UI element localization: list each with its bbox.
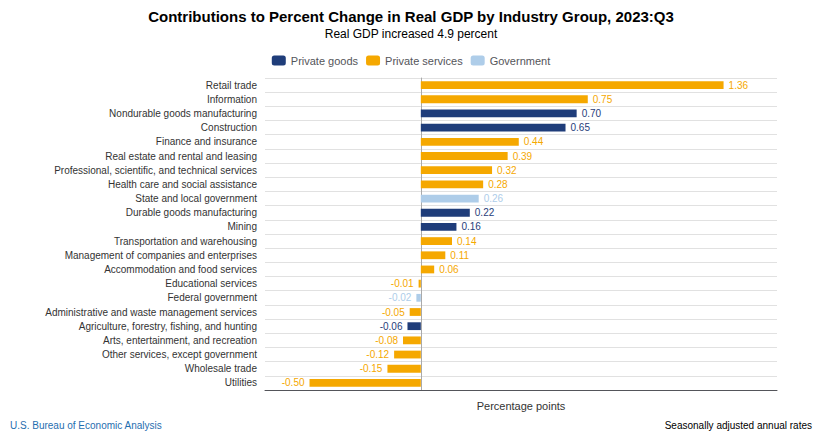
svg-text:Durable goods manufacturing: Durable goods manufacturing — [126, 207, 257, 218]
svg-text:0.65: 0.65 — [571, 122, 591, 133]
svg-text:-0.05: -0.05 — [382, 307, 405, 318]
svg-text:Real estate and rental and lea: Real estate and rental and leasing — [105, 151, 257, 162]
svg-text:-0.08: -0.08 — [375, 335, 398, 346]
svg-text:-0.50: -0.50 — [282, 377, 305, 388]
svg-text:Nondurable goods manufacturing: Nondurable goods manufacturing — [109, 108, 257, 119]
svg-text:Finance and insurance: Finance and insurance — [156, 136, 258, 147]
svg-text:Professional, scientific, and: Professional, scientific, and technical … — [54, 165, 257, 176]
svg-text:Contributions to Percent Chang: Contributions to Percent Change in Real … — [148, 8, 674, 25]
svg-text:0.14: 0.14 — [457, 236, 477, 247]
svg-text:Percentage points: Percentage points — [477, 400, 566, 412]
svg-text:1.36: 1.36 — [729, 80, 749, 91]
svg-text:Seasonally adjusted annual rat: Seasonally adjusted annual rates — [665, 420, 812, 431]
svg-text:State and local government: State and local government — [135, 193, 257, 204]
svg-text:U.S. Bureau of Economic Analys: U.S. Bureau of Economic Analysis — [10, 420, 162, 431]
svg-text:Administrative and waste manag: Administrative and waste management serv… — [45, 307, 257, 318]
svg-text:0.06: 0.06 — [439, 264, 459, 275]
svg-text:-0.01: -0.01 — [391, 278, 414, 289]
svg-text:Arts, entertainment, and recre: Arts, entertainment, and recreation — [103, 335, 257, 346]
svg-text:Health care and social assista: Health care and social assistance — [108, 179, 257, 190]
svg-text:-0.15: -0.15 — [360, 363, 383, 374]
svg-text:Government: Government — [490, 55, 551, 67]
svg-text:0.39: 0.39 — [513, 151, 533, 162]
svg-text:0.26: 0.26 — [484, 193, 504, 204]
svg-text:Private services: Private services — [385, 55, 463, 67]
svg-text:-0.12: -0.12 — [366, 349, 389, 360]
svg-text:-0.02: -0.02 — [389, 292, 412, 303]
svg-text:Federal government: Federal government — [168, 292, 258, 303]
svg-text:Utilities: Utilities — [225, 377, 257, 388]
svg-text:Wholesale trade: Wholesale trade — [185, 363, 258, 374]
svg-text:0.70: 0.70 — [582, 108, 602, 119]
svg-text:0.22: 0.22 — [475, 207, 495, 218]
svg-text:Information: Information — [207, 94, 257, 105]
svg-text:Educational services: Educational services — [165, 278, 257, 289]
svg-text:0.28: 0.28 — [488, 179, 508, 190]
svg-text:Private goods: Private goods — [291, 55, 359, 67]
svg-text:Construction: Construction — [201, 122, 257, 133]
svg-text:Agriculture, forestry, fishing: Agriculture, forestry, fishing, and hunt… — [79, 321, 257, 332]
svg-text:Real GDP increased 4.9 percent: Real GDP increased 4.9 percent — [325, 27, 498, 41]
svg-text:Mining: Mining — [228, 221, 257, 232]
svg-text:0.75: 0.75 — [593, 94, 613, 105]
svg-text:Transportation and warehousing: Transportation and warehousing — [114, 236, 257, 247]
svg-text:0.16: 0.16 — [461, 221, 481, 232]
svg-text:0.44: 0.44 — [524, 136, 544, 147]
svg-text:Other services, except governm: Other services, except government — [102, 349, 257, 360]
svg-text:Retail trade: Retail trade — [206, 80, 258, 91]
svg-text:Accommodation and food service: Accommodation and food services — [104, 264, 257, 275]
svg-text:Management of companies and en: Management of companies and enterprises — [65, 250, 257, 261]
svg-text:0.32: 0.32 — [497, 165, 517, 176]
svg-text:-0.06: -0.06 — [380, 321, 403, 332]
svg-text:0.11: 0.11 — [450, 250, 469, 261]
